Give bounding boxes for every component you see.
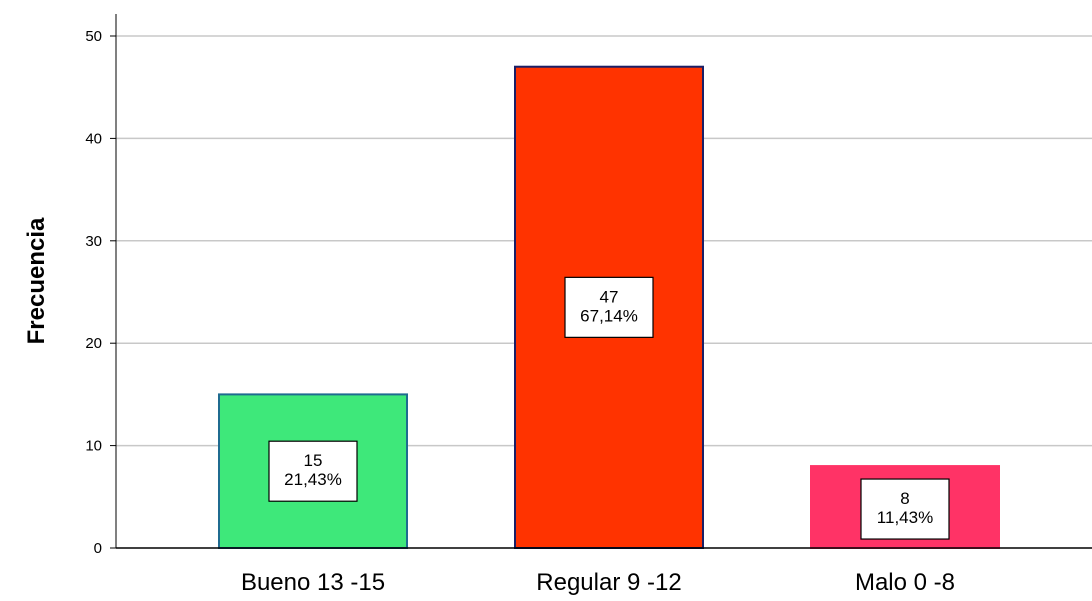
data-label-box (268, 440, 358, 502)
y-tick-label: 40 (85, 130, 102, 147)
data-label-count: 47 (600, 287, 619, 306)
y-tick-label: 0 (94, 540, 102, 557)
data-label-box (564, 276, 654, 338)
x-tick-label: Bueno 13 -15 (241, 569, 385, 596)
x-axis: Bueno 13 -15 Regular 9 -12 Malo 0 -8 (116, 547, 1092, 596)
data-label-percent: 21,43% (284, 470, 342, 489)
y-tick-label: 30 (85, 233, 102, 250)
data-label-count: 8 (900, 489, 909, 508)
x-tick-label: Malo 0 -8 (855, 569, 955, 596)
y-tick-label: 50 (85, 28, 102, 45)
data-label-percent: 11,43% (877, 508, 933, 527)
y-tick-label: 20 (85, 335, 102, 352)
y-axis: 0 10 20 30 40 50 (85, 14, 117, 557)
data-label-percent: 67,14% (580, 306, 638, 325)
x-tick-label: Regular 9 -12 (536, 569, 681, 596)
data-label-count: 15 (304, 451, 323, 470)
data-label-box (860, 478, 950, 540)
data-label: 811,43% (860, 478, 950, 540)
y-tick-label: 10 (85, 438, 102, 455)
y-axis-label: Frecuencia (23, 217, 50, 344)
